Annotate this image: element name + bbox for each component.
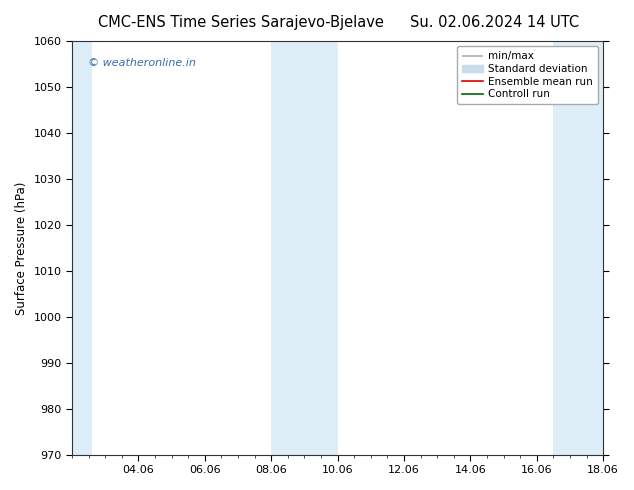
Legend: min/max, Standard deviation, Ensemble mean run, Controll run: min/max, Standard deviation, Ensemble me… [456,46,598,104]
Text: CMC-ENS Time Series Sarajevo-Bjelave: CMC-ENS Time Series Sarajevo-Bjelave [98,15,384,30]
Bar [553,41,603,455]
Bar [271,41,338,455]
Text: Su. 02.06.2024 14 UTC: Su. 02.06.2024 14 UTC [410,15,579,30]
Text: © weatheronline.in: © weatheronline.in [88,58,196,68]
Y-axis label: Surface Pressure (hPa): Surface Pressure (hPa) [15,181,28,315]
Bar [72,41,92,455]
